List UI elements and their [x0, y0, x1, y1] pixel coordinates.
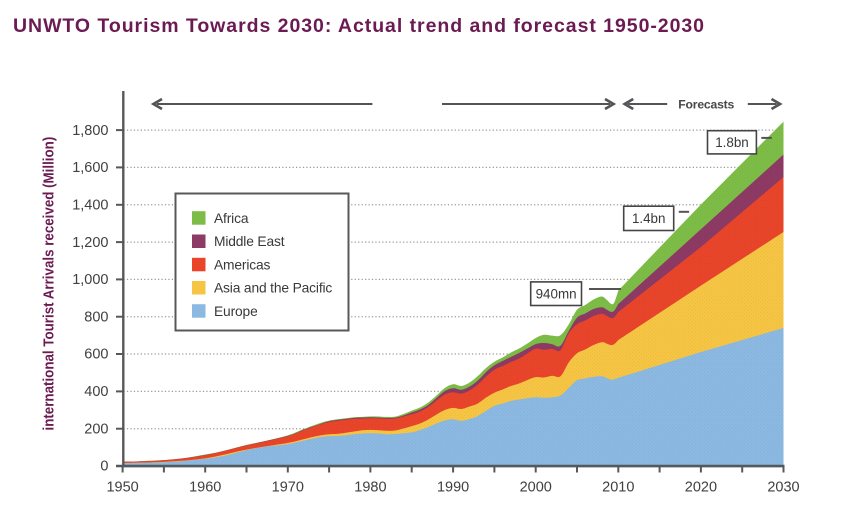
- svg-text:Asia and the Pacific: Asia and the Pacific: [214, 281, 332, 296]
- svg-text:2030: 2030: [767, 480, 799, 496]
- svg-text:400: 400: [84, 384, 108, 400]
- svg-text:1990: 1990: [437, 480, 469, 496]
- svg-text:2020: 2020: [685, 480, 717, 496]
- svg-text:1980: 1980: [354, 480, 386, 496]
- svg-text:1,800: 1,800: [72, 123, 108, 139]
- svg-text:1950: 1950: [106, 480, 138, 496]
- svg-text:800: 800: [84, 309, 108, 325]
- svg-text:Middle East: Middle East: [214, 234, 285, 249]
- svg-text:1,600: 1,600: [72, 160, 108, 176]
- svg-text:2010: 2010: [602, 480, 634, 496]
- svg-text:Forecasts: Forecasts: [678, 97, 734, 111]
- svg-text:Europe: Europe: [214, 304, 258, 319]
- svg-text:Americas: Americas: [214, 257, 271, 272]
- svg-text:0: 0: [100, 459, 108, 475]
- svg-text:1970: 1970: [272, 480, 304, 496]
- svg-text:1,000: 1,000: [72, 272, 108, 288]
- svg-text:1,200: 1,200: [72, 235, 108, 251]
- svg-text:1.8bn: 1.8bn: [715, 135, 749, 150]
- svg-text:2000: 2000: [520, 480, 552, 496]
- svg-text:600: 600: [84, 347, 108, 363]
- svg-text:1.4bn: 1.4bn: [632, 211, 666, 226]
- svg-text:200: 200: [84, 421, 108, 437]
- svg-text:1960: 1960: [189, 480, 221, 496]
- svg-text:Africa: Africa: [214, 211, 249, 226]
- svg-text:940mn: 940mn: [536, 287, 577, 302]
- svg-text:1,400: 1,400: [72, 198, 108, 214]
